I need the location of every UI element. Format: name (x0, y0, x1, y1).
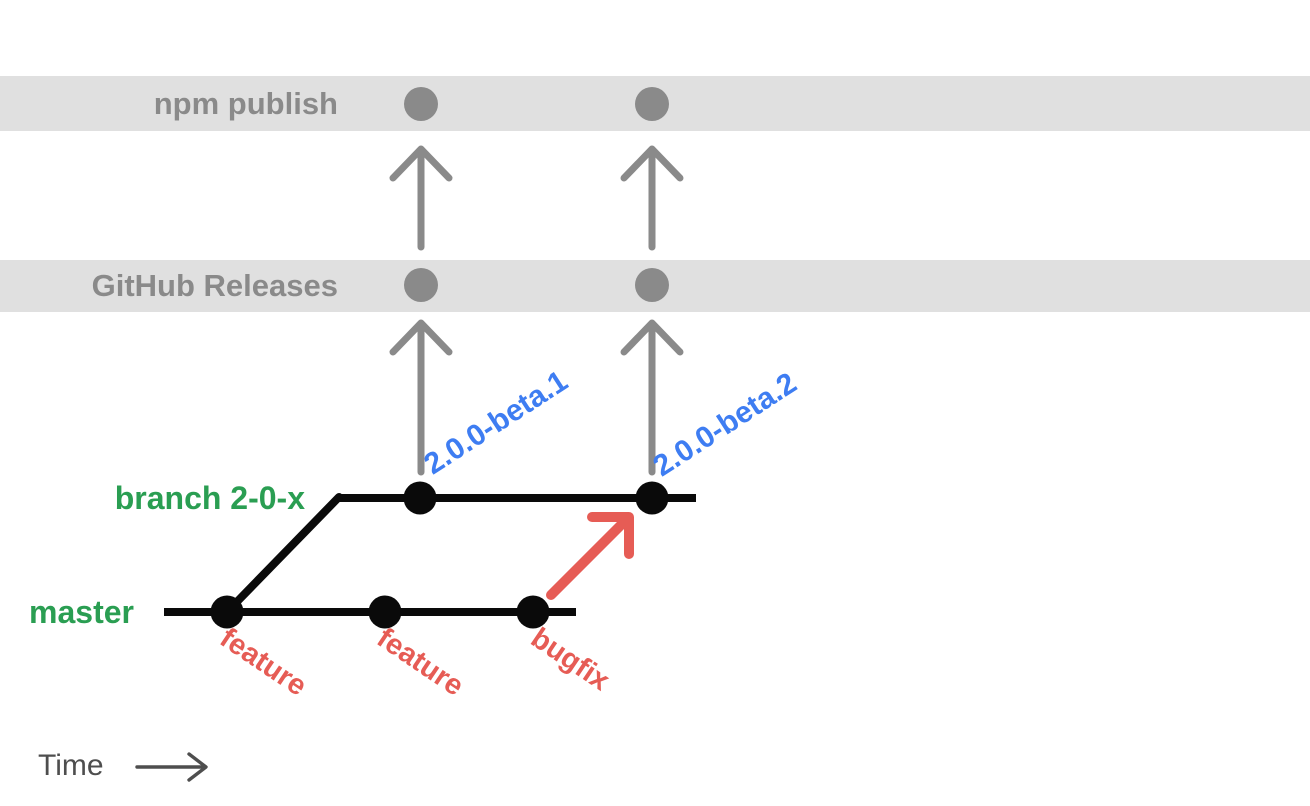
npm-publish-dot-2 (635, 87, 669, 121)
commit-dot-master-1 (210, 595, 244, 629)
npm-publish-dot-1 (404, 87, 438, 121)
lane-label-github-releases: GitHub Releases (91, 268, 338, 303)
bugfix-merge-arrow (546, 512, 634, 600)
branch-fork-line (223, 493, 343, 616)
time-label: Time (38, 749, 104, 782)
commit-dot-branch-1 (403, 481, 437, 515)
publish-arrow-2 (620, 145, 684, 251)
publish-arrow-1 (389, 145, 453, 251)
release-arrow-2 (620, 319, 684, 476)
commit-dot-branch-2 (635, 481, 669, 515)
lane-label-master: master (29, 594, 134, 630)
commit-dot-master-2 (368, 595, 402, 629)
lane-label-npm-publish: npm publish (153, 86, 338, 121)
release-arrow-1 (389, 319, 453, 476)
github-release-dot-2 (635, 268, 669, 302)
commit-dot-master-3 (516, 595, 550, 629)
time-axis-arrow (135, 752, 208, 782)
lane-label-branch-2-0-x: branch 2-0-x (114, 480, 305, 516)
github-release-dot-1 (404, 268, 438, 302)
